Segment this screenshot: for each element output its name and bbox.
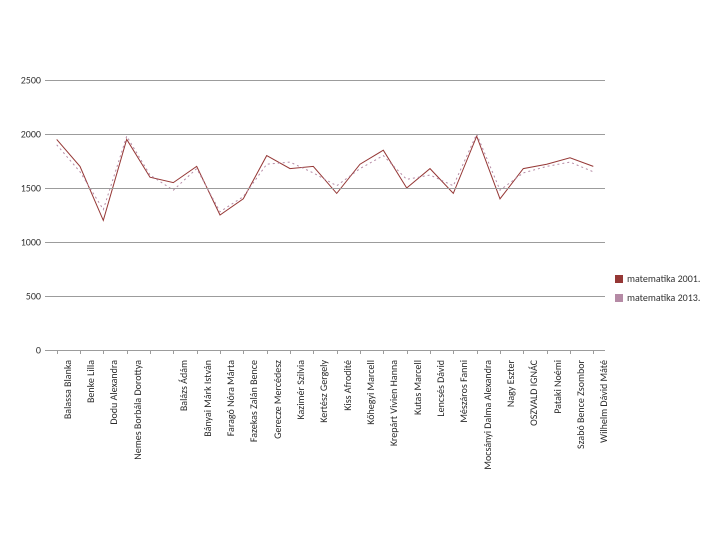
x-tick-mark	[407, 350, 408, 354]
y-tick-label: 500	[26, 290, 45, 303]
x-axis-label: Fazekas Zalán Bence	[247, 360, 260, 442]
y-tick-label: 0	[36, 344, 45, 357]
x-axis-label: Nemes Borbála Dorottya	[131, 360, 144, 460]
x-tick-mark	[383, 350, 384, 354]
line-series-svg	[45, 80, 605, 350]
x-tick-mark	[150, 350, 151, 354]
x-tick-mark	[243, 350, 244, 354]
x-axis-label: Gerecze Mercédesz	[271, 360, 284, 439]
x-axis-label: OSZVALD IGNÁC	[527, 360, 540, 426]
x-tick-mark	[523, 350, 524, 354]
x-axis-label: Nagy Eszter	[504, 360, 517, 407]
x-tick-mark	[220, 350, 221, 354]
legend-item-2013: matematika 2013.	[615, 291, 700, 304]
x-tick-mark	[173, 350, 174, 354]
x-axis-label: Faragó Nóra Márta	[224, 360, 237, 436]
x-axis-label: Dodu Alexandra	[107, 360, 120, 425]
x-axis-label: Wilhelm Dávid Máté	[597, 360, 610, 443]
x-tick-mark	[103, 350, 104, 354]
x-axis-label: Kőhegyi Marcell	[364, 360, 377, 425]
x-tick-mark	[453, 350, 454, 354]
legend: matematika 2001. matematika 2013.	[615, 272, 700, 310]
x-tick-mark	[500, 350, 501, 354]
x-tick-mark	[313, 350, 314, 354]
x-tick-mark	[570, 350, 571, 354]
x-axis-label: Bányai Márk István	[201, 360, 214, 437]
x-tick-mark	[267, 350, 268, 354]
x-axis-label: Kiss Afrodité	[341, 360, 354, 411]
x-axis-label: Pataki Noémi	[551, 360, 564, 414]
legend-swatch-2013	[615, 294, 623, 302]
x-axis-label: Mocsányi Dalma Alexandra	[481, 360, 494, 470]
x-tick-mark	[290, 350, 291, 354]
x-tick-mark	[593, 350, 594, 354]
x-axis-label: Kertész Gergely	[317, 360, 330, 423]
x-axis-label: Lencsés Dávid	[434, 360, 447, 417]
x-axis-label: Krepárt Vivien Hanna	[387, 360, 400, 446]
x-axis-label: Benke Lilla	[84, 360, 97, 403]
y-tick-label: 1500	[21, 182, 45, 195]
x-axis-labels: Balassa Blanka Benke Lilla Dodu Alexandra N…	[45, 360, 605, 480]
x-tick-mark	[57, 350, 58, 354]
x-axis-label: Balázs Ádám	[177, 360, 190, 411]
x-tick-mark	[360, 350, 361, 354]
x-axis-label: Mészáros Fanni	[457, 360, 470, 423]
y-tick-label: 1000	[21, 236, 45, 249]
y-tick-label: 2000	[21, 128, 45, 141]
gridline	[45, 80, 605, 81]
x-tick-mark	[430, 350, 431, 354]
x-tick-mark	[127, 350, 128, 354]
gridline	[45, 188, 605, 189]
x-axis-label: Szabó Bence Zsombor	[574, 360, 587, 449]
gridline	[45, 242, 605, 243]
y-tick-label: 2500	[21, 74, 45, 87]
legend-label: matematika 2013.	[627, 291, 700, 304]
series-line	[57, 134, 594, 212]
x-axis-label: Kazimér Szilvia	[294, 360, 307, 420]
gridline	[45, 134, 605, 135]
x-axis-label: Kutas Marcell	[411, 360, 424, 415]
plot-area: 05001000150020002500	[45, 80, 605, 351]
x-tick-mark	[547, 350, 548, 354]
legend-label: matematika 2001.	[627, 272, 700, 285]
legend-swatch-2001	[615, 275, 623, 283]
x-axis-label: Balassa Blanka	[61, 360, 74, 419]
x-tick-mark	[197, 350, 198, 354]
x-tick-mark	[80, 350, 81, 354]
x-tick-mark	[477, 350, 478, 354]
gridline	[45, 296, 605, 297]
chart-container: 05001000150020002500 Balassa Blanka Benke…	[20, 80, 700, 480]
series-line	[57, 136, 594, 220]
legend-item-2001: matematika 2001.	[615, 272, 700, 285]
x-tick-mark	[337, 350, 338, 354]
